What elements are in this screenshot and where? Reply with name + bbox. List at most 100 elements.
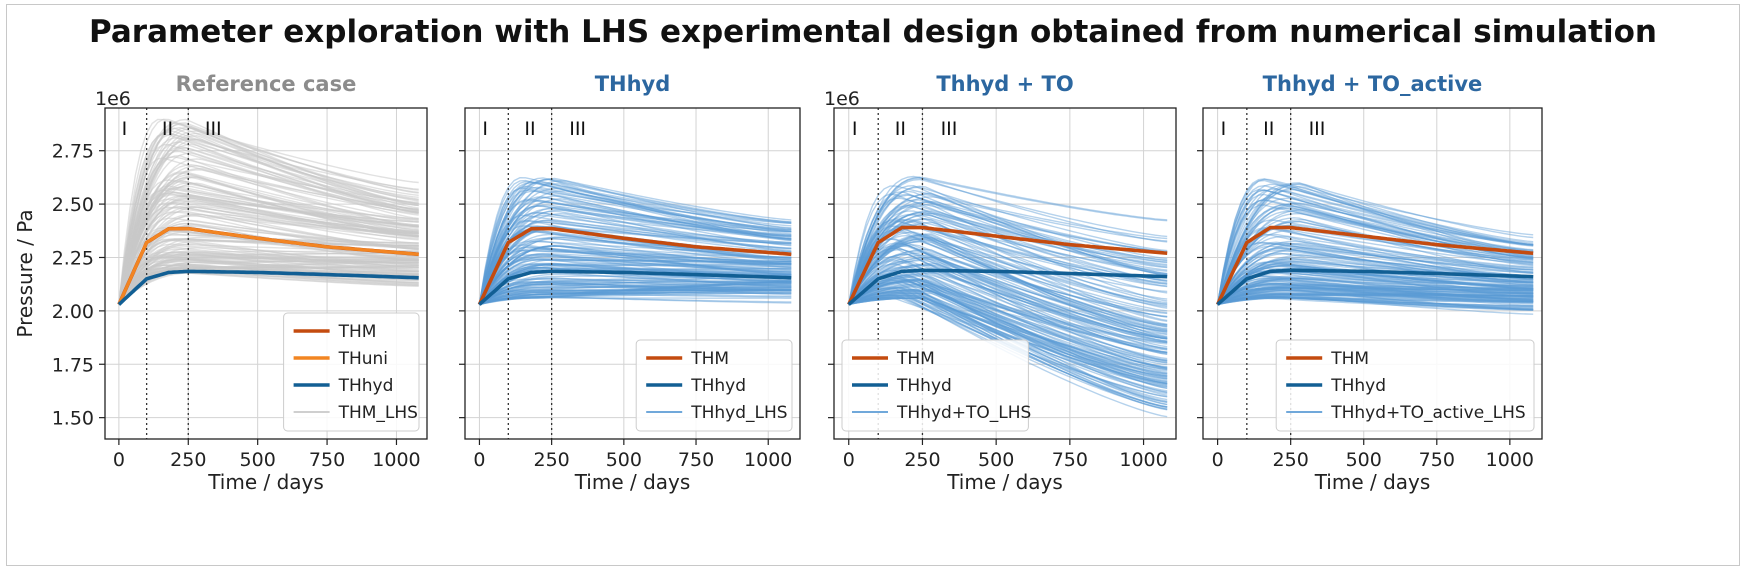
ensemble-line xyxy=(478,214,792,305)
ensemble-line xyxy=(479,296,792,306)
ensemble-line xyxy=(478,195,792,305)
ensemble-line xyxy=(1216,182,1534,305)
ensemble-line xyxy=(478,187,792,305)
ensemble-line xyxy=(118,252,419,305)
ensemble-line xyxy=(1217,289,1534,311)
ensemble-line xyxy=(1216,183,1534,305)
ensemble-line xyxy=(1217,294,1534,306)
ensemble-line xyxy=(478,236,792,305)
ensemble-line xyxy=(478,263,792,305)
ensemble-line xyxy=(1217,291,1534,306)
ensemble-line xyxy=(1217,288,1534,306)
ensemble-line xyxy=(479,286,792,306)
ensemble-line xyxy=(478,246,792,305)
ensemble-line xyxy=(848,196,1168,305)
x-axis-label: Time / days xyxy=(574,470,691,494)
x-tick-label: 0 xyxy=(843,449,855,471)
ensemble-line xyxy=(848,175,1168,305)
ensemble-line xyxy=(479,282,792,306)
ensemble-line xyxy=(1217,264,1534,305)
ensemble-line xyxy=(848,259,1168,336)
ensemble-line xyxy=(848,224,1168,305)
ensemble-line xyxy=(1217,293,1534,306)
legend-label: THM xyxy=(896,349,935,369)
ensemble-line xyxy=(1216,182,1534,305)
ensemble-line xyxy=(478,273,792,306)
ensemble-line xyxy=(1217,293,1534,306)
ensemble-line xyxy=(1217,296,1534,311)
ensemble-line xyxy=(478,181,792,305)
ensemble-line xyxy=(478,254,792,305)
ensemble-line xyxy=(479,280,792,306)
ensemble-line xyxy=(478,285,792,306)
ensemble-line xyxy=(1217,282,1534,306)
ensemble-line xyxy=(848,244,1168,326)
ensemble-line xyxy=(1217,296,1534,306)
ensemble-line xyxy=(848,190,1168,305)
ensemble-line xyxy=(118,118,419,305)
legend: THM THhyd THhyd+TO_active_LHS xyxy=(1275,339,1535,432)
ensemble-line xyxy=(848,212,1168,305)
ensemble-line xyxy=(478,267,792,305)
x-tick-label: 1000 xyxy=(744,449,792,471)
ensemble-line xyxy=(848,247,1168,355)
ensemble-line xyxy=(478,207,792,305)
ensemble-line xyxy=(848,176,1168,305)
ensemble-line xyxy=(848,283,1168,364)
ensemble-line xyxy=(848,259,1168,332)
ensemble-line xyxy=(478,263,792,305)
ensemble-line xyxy=(479,286,792,306)
ensemble-line xyxy=(479,287,792,306)
ensemble-line xyxy=(848,295,1168,383)
ensemble-line xyxy=(479,280,792,306)
ensemble-line xyxy=(1217,264,1534,305)
ensemble-line xyxy=(848,253,1168,355)
legend-label: THhyd xyxy=(338,376,394,396)
ensemble-line xyxy=(848,242,1168,342)
ensemble-line xyxy=(1217,258,1534,305)
ensemble-line xyxy=(1217,297,1534,306)
ensemble-line xyxy=(479,296,792,306)
ensemble-line xyxy=(848,280,1168,351)
ensemble-line xyxy=(848,212,1168,305)
ensemble-line xyxy=(478,205,792,305)
ensemble-line xyxy=(848,247,1168,327)
ensemble-line xyxy=(1217,278,1534,306)
ensemble-line xyxy=(478,219,792,305)
ensemble-line xyxy=(1217,284,1534,306)
ensemble-line xyxy=(118,134,419,305)
legend-label: THM xyxy=(1330,349,1369,369)
ensemble-line xyxy=(848,275,1168,354)
ensemble-line xyxy=(478,245,792,305)
ensemble-line xyxy=(478,185,792,305)
ensemble-line xyxy=(1217,286,1534,306)
ensemble-line xyxy=(848,217,1168,322)
phase-label: III xyxy=(941,118,958,140)
ensemble-line xyxy=(848,201,1168,305)
ensemble-line xyxy=(848,278,1168,377)
ensemble-line xyxy=(1217,293,1534,306)
ensemble-line xyxy=(848,239,1168,312)
ensemble-line xyxy=(118,248,419,305)
plot-area xyxy=(833,107,1177,440)
ensemble-line xyxy=(1217,263,1534,305)
legend-label: THM xyxy=(338,322,377,342)
ensemble-line xyxy=(1217,247,1534,305)
ensemble-line xyxy=(848,258,1168,361)
ensemble-line xyxy=(848,278,1168,384)
legend-label: THhyd xyxy=(1330,376,1386,396)
phase-label: III xyxy=(569,118,586,140)
ensemble-line xyxy=(479,290,792,306)
ensemble-line xyxy=(1217,278,1534,305)
ensemble-line xyxy=(1216,261,1534,305)
x-tick-label: 750 xyxy=(1052,449,1088,471)
y-tick-label: 2.25 xyxy=(52,247,94,269)
ensemble-line xyxy=(848,279,1168,377)
ensemble-line xyxy=(478,257,792,305)
ensemble-line xyxy=(848,245,1168,331)
ensemble-line xyxy=(1217,264,1534,305)
ensemble-line xyxy=(478,259,792,305)
ensemble-line xyxy=(478,263,792,305)
x-tick-label: 500 xyxy=(978,449,1014,471)
